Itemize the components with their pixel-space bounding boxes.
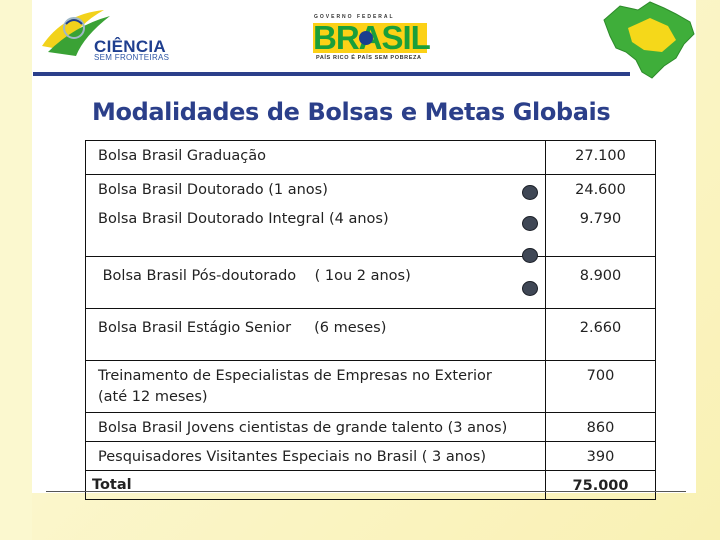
- flag-globe-icon: [359, 31, 373, 45]
- row-value: 8.900: [579, 268, 622, 284]
- bullet-dot-icon: [522, 248, 538, 263]
- bottom-rule: [46, 491, 686, 492]
- row-value: 2.660: [579, 320, 622, 336]
- row-label: Bolsa Brasil Doutorado Integral (4 anos): [98, 211, 389, 227]
- bullet-dot-icon: [522, 216, 538, 231]
- table-total-row: Total 75.000: [85, 470, 656, 500]
- row-value: 27.100: [575, 148, 626, 164]
- row-label: Bolsa Brasil Pós-doutorado ( 1ou 2 anos): [98, 268, 411, 284]
- ciencia-logo-title: CIÊNCIA: [94, 37, 166, 56]
- total-label: Total: [92, 477, 132, 493]
- brazil-map-icon: [603, 1, 695, 79]
- row-value: 390: [586, 449, 615, 465]
- table-row: Bolsa Brasil Graduação 27.100: [85, 140, 656, 175]
- total-value: 75.000: [572, 478, 629, 494]
- table-row: Pesquisadores Visitantes Especiais no Br…: [85, 441, 656, 471]
- row-value: 24.600: [575, 182, 626, 198]
- row-value: 700: [586, 368, 615, 384]
- row-value: 860: [586, 420, 615, 436]
- table-row: Treinamento de Especialistas de Empresas…: [85, 360, 656, 413]
- bullet-markers: [522, 185, 542, 300]
- row-value: 9.790: [579, 211, 622, 227]
- row-label: (até 12 meses): [98, 389, 208, 405]
- row-label: Bolsa Brasil Estágio Senior (6 meses): [98, 320, 387, 336]
- table-row: Bolsa Brasil Jovens cientistas de grande…: [85, 412, 656, 442]
- ciencia-sem-fronteiras-logo: [42, 10, 110, 56]
- scholarships-table: Bolsa Brasil Graduação 27.100 Bolsa Bras…: [85, 140, 656, 500]
- row-label: Pesquisadores Visitantes Especiais no Br…: [98, 449, 486, 465]
- governo-federal-label: GOVERNO FEDERAL: [314, 14, 395, 20]
- left-background-strip: [0, 0, 32, 540]
- bullet-dot-icon: [522, 185, 538, 200]
- table-row: Bolsa Brasil Pós-doutorado ( 1ou 2 anos)…: [85, 256, 656, 309]
- table-row: Bolsa Brasil Doutorado (1 anos) Bolsa Br…: [85, 174, 656, 257]
- bullet-dot-icon: [522, 281, 538, 296]
- ciencia-logo-subtitle: SEM FRONTEIRAS: [94, 53, 170, 62]
- title-rule: [33, 72, 630, 76]
- row-label: Bolsa Brasil Doutorado (1 anos): [98, 182, 328, 198]
- row-label: Bolsa Brasil Jovens cientistas de grande…: [98, 420, 508, 436]
- row-label: Bolsa Brasil Graduação: [98, 148, 267, 164]
- table-row: Bolsa Brasil Estágio Senior (6 meses) 2.…: [85, 308, 656, 361]
- brasil-slogan: PAÍS RICO É PAÍS SEM POBREZA: [316, 55, 422, 61]
- row-label: Treinamento de Especialistas de Empresas…: [98, 368, 492, 384]
- page-title: Modalidades de Bolsas e Metas Globais: [92, 98, 611, 126]
